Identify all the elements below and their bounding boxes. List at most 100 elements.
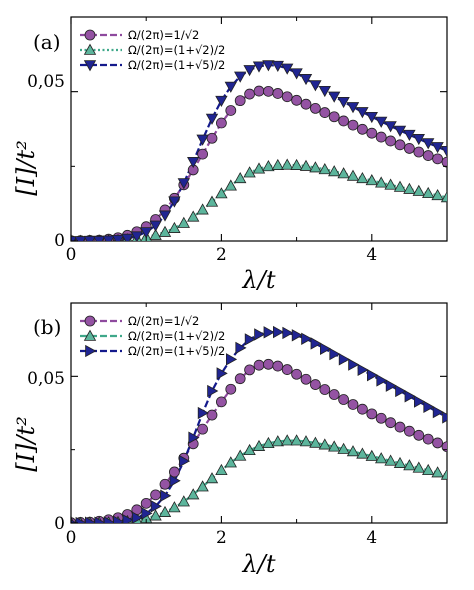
data-point <box>234 449 247 461</box>
data-point <box>205 113 219 125</box>
data-point <box>234 71 247 83</box>
data-point <box>412 184 425 196</box>
data-point <box>113 515 125 523</box>
data-point <box>281 158 294 170</box>
data-point <box>393 125 407 137</box>
legend-label: Ω/(2π)=(1+√5)/2 <box>128 344 225 358</box>
data-point <box>431 188 444 201</box>
data-point <box>310 337 322 350</box>
plot-frame <box>70 16 448 242</box>
legend-label: Ω/(2π)=1/√2 <box>128 28 199 42</box>
legend-sample <box>80 315 122 327</box>
data-point <box>224 456 237 468</box>
data-point <box>244 333 256 346</box>
data-point <box>188 431 200 444</box>
data-point <box>140 497 152 509</box>
data-point <box>356 171 369 184</box>
data-point <box>262 436 275 449</box>
data-point <box>413 146 425 158</box>
data-point <box>290 68 303 80</box>
data-point <box>74 236 87 241</box>
data-point <box>262 358 274 370</box>
plot-area <box>71 325 447 523</box>
legend-marker <box>85 344 97 358</box>
data-point <box>414 395 426 408</box>
data-point <box>281 63 294 75</box>
data-point <box>234 373 246 385</box>
data-point <box>226 353 238 366</box>
data-point <box>122 514 134 523</box>
data-point <box>328 389 340 400</box>
data-point <box>177 495 190 507</box>
data-point <box>243 65 256 77</box>
data-point <box>300 373 312 385</box>
series-markers-2 <box>71 325 447 523</box>
data-point <box>196 203 209 215</box>
data-point <box>403 143 415 154</box>
data-point <box>121 233 134 241</box>
data-point <box>309 102 321 114</box>
data-point <box>395 384 407 398</box>
data-point <box>196 134 209 146</box>
data-point <box>328 165 341 177</box>
data-point <box>432 405 444 419</box>
data-point <box>346 102 360 114</box>
data-point <box>207 384 219 398</box>
data-point <box>253 85 265 97</box>
data-point <box>338 394 350 405</box>
data-point <box>348 358 360 371</box>
data-point <box>168 466 180 478</box>
data-point <box>215 117 227 129</box>
data-point <box>111 235 125 241</box>
data-point <box>271 158 284 170</box>
data-point <box>375 452 388 464</box>
data-point <box>441 441 447 453</box>
data-point <box>356 107 369 119</box>
legend-sample <box>80 43 122 55</box>
data-point <box>301 332 313 345</box>
data-point <box>299 435 313 447</box>
data-point <box>347 399 359 410</box>
data-point <box>158 210 172 222</box>
data-point <box>384 121 397 133</box>
data-point <box>291 329 303 342</box>
data-point <box>252 439 266 451</box>
data-point <box>385 417 397 429</box>
data-point <box>224 81 237 93</box>
legend-entry: Ω/(2π)=1/√2 <box>80 314 199 328</box>
data-point <box>225 105 237 116</box>
data-point <box>196 480 209 492</box>
legend-label: Ω/(2π)=(1+√5)/2 <box>128 58 225 72</box>
data-point <box>149 228 162 240</box>
data-point <box>338 353 350 366</box>
data-point <box>160 489 172 502</box>
x-tick-label-2: 2 <box>216 245 227 265</box>
data-point <box>404 390 416 403</box>
data-point <box>440 191 447 203</box>
data-point <box>75 516 87 523</box>
data-point <box>440 468 447 480</box>
data-point <box>168 221 181 233</box>
data-point <box>320 342 332 355</box>
panel-label: (a) <box>33 30 61 54</box>
data-point <box>393 456 407 468</box>
data-point <box>271 435 284 447</box>
data-point <box>244 88 256 100</box>
data-point <box>205 472 219 484</box>
data-point <box>290 434 303 446</box>
data-point <box>291 94 303 106</box>
data-point <box>252 162 266 174</box>
data-point <box>243 443 256 456</box>
data-point <box>235 341 247 355</box>
data-point <box>347 119 359 131</box>
data-point <box>262 60 275 72</box>
data-point <box>318 438 331 450</box>
data-point <box>318 162 331 175</box>
panel-a: 0 2 4 0 0,05 (a) λ/t [I]/t² Ω/(2π)=1/√2 … <box>12 16 448 294</box>
data-point <box>413 429 425 441</box>
data-point <box>432 153 444 165</box>
data-point <box>252 61 266 73</box>
data-point <box>375 131 387 143</box>
data-point <box>253 359 265 371</box>
legend-entry: Ω/(2π)=1/√2 <box>80 28 199 42</box>
